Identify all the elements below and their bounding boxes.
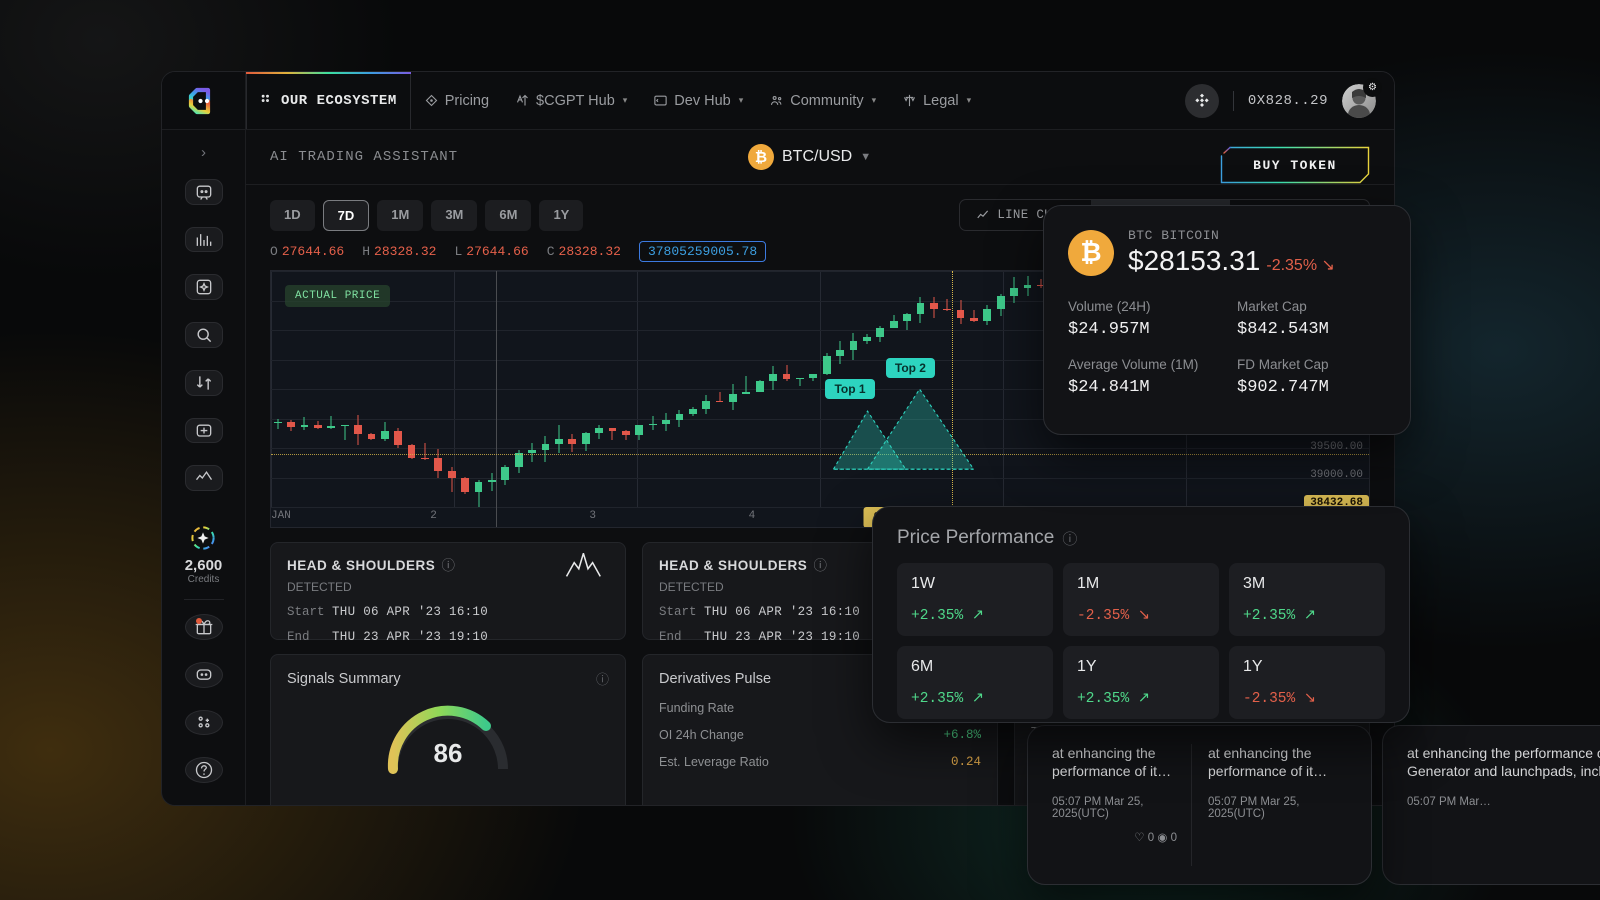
svg-text:86: 86 [434,738,463,768]
